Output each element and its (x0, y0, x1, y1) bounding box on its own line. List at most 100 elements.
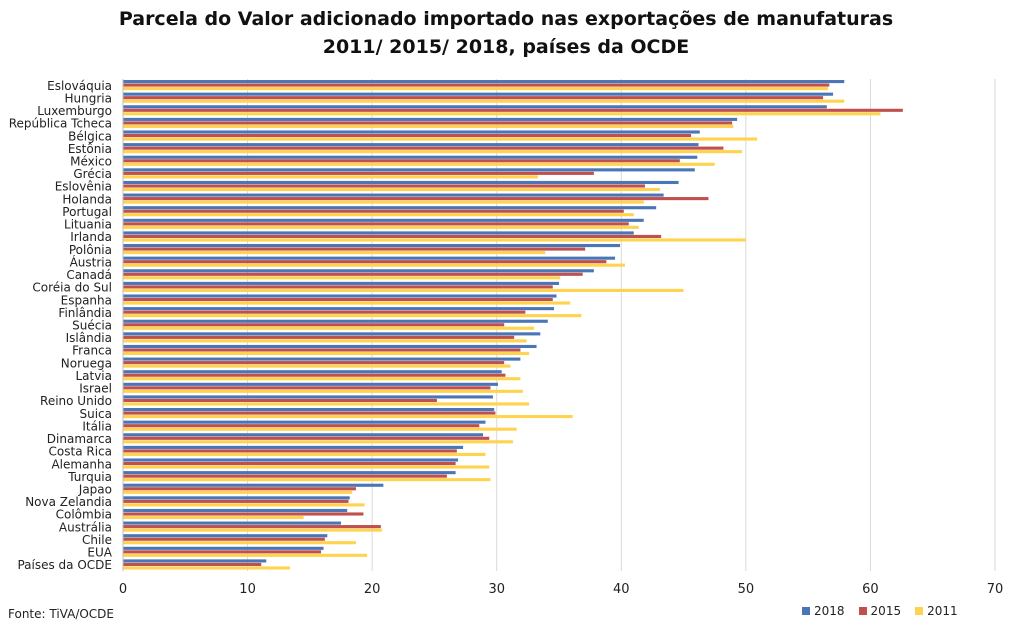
bar-2011 (123, 478, 491, 482)
bar-2018 (123, 180, 679, 185)
bar-2018 (123, 546, 324, 550)
category-label: Portugal (62, 205, 112, 219)
category-label: Nova Zelandia (25, 495, 112, 509)
bar-2011 (123, 503, 365, 507)
legend-item-2011: 2011 (915, 604, 958, 618)
bar-2011 (123, 124, 734, 128)
bar-2011 (123, 528, 383, 532)
bar-2011 (123, 263, 626, 267)
category-label: Israel (79, 382, 112, 396)
bar-2018 (123, 559, 267, 563)
bar-2015 (123, 272, 583, 276)
bar-2015 (123, 499, 349, 503)
category-label: Finlândia (58, 306, 112, 320)
bar-2011 (123, 415, 573, 419)
bar-2015 (123, 260, 607, 264)
bar-2018 (123, 496, 350, 500)
bar-2018 (123, 357, 521, 361)
bar-2015 (123, 83, 830, 87)
bar-2015 (123, 133, 692, 138)
bar-2011 (123, 490, 353, 494)
bar-2011 (123, 389, 523, 393)
bar-2011 (123, 288, 684, 292)
category-label: Bélgica (68, 129, 112, 143)
bar-2011 (123, 452, 486, 456)
bar-2011 (123, 326, 535, 330)
bar-2011 (123, 351, 530, 356)
category-label: Costa Rica (49, 445, 112, 459)
bar-2011 (123, 225, 639, 229)
bar-2015 (123, 159, 680, 163)
legend-label-2011: 2011 (927, 604, 958, 618)
bar-2018 (123, 130, 700, 134)
category-label: Reino Unido (40, 394, 112, 408)
category-label: Canadá (66, 268, 112, 282)
bar-2011 (123, 187, 660, 192)
bar-2018 (123, 281, 559, 285)
bar-2015 (123, 222, 629, 226)
bar-2011 (123, 377, 521, 381)
bar-2011 (123, 553, 368, 557)
bar-2018 (123, 344, 537, 349)
bar-2018 (123, 521, 341, 525)
category-label: Irlanda (70, 230, 112, 244)
legend-item-2015: 2015 (858, 604, 902, 618)
bar-2018 (123, 370, 502, 374)
bar-2011 (123, 364, 511, 368)
category-label: Lituania (64, 218, 112, 232)
legend-label-2015: 2015 (870, 604, 902, 618)
category-label: Itália (82, 419, 112, 433)
bar-2011 (123, 99, 845, 103)
bar-2018 (123, 231, 634, 235)
bar-2018 (123, 294, 557, 298)
bar-2015 (123, 184, 645, 188)
bar-2015 (123, 525, 381, 529)
legend-swatch-2018 (802, 607, 810, 615)
bar-2015 (123, 96, 824, 100)
bar-2018 (123, 433, 484, 437)
bar-2018 (123, 256, 616, 260)
chart-title-line-1: Parcela do Valor adicionado importado na… (118, 8, 894, 30)
bar-2015 (123, 310, 526, 314)
bar-2015 (123, 348, 521, 352)
category-label: Latvia (75, 369, 112, 383)
category-label: Coréia do Sul (32, 281, 112, 295)
category-label: Luxemburgo (37, 104, 112, 118)
bar-2015 (123, 436, 490, 440)
bar-2018 (123, 508, 348, 513)
bar-2015 (123, 424, 480, 428)
category-label: Dinamarca (47, 432, 112, 446)
bar-2015 (123, 361, 505, 365)
bar-2011 (123, 339, 527, 343)
category-label: Eslováquia (47, 79, 112, 93)
bar-2011 (123, 465, 490, 469)
legend-swatch-2015 (858, 607, 867, 615)
category-label: Colômbia (56, 508, 112, 522)
bar-2011 (123, 137, 758, 141)
category-label: Islândia (66, 331, 112, 345)
bar-2018 (123, 244, 621, 248)
category-label: Holanda (62, 192, 112, 206)
category-label: Austrália (59, 520, 112, 534)
bar-2015 (123, 487, 356, 491)
bar-2018 (123, 218, 644, 222)
bar-2018 (123, 382, 498, 386)
bar-2011 (123, 402, 530, 406)
bar-2011 (123, 200, 644, 204)
bar-2011 (123, 515, 304, 520)
bar-2018 (123, 117, 738, 121)
bar-2015 (123, 285, 553, 289)
category-label: Suica (79, 407, 112, 421)
category-label: EUA (87, 546, 112, 560)
bar-2018 (123, 332, 541, 336)
bar-2015 (123, 398, 437, 403)
category-label: Áustria (70, 254, 112, 269)
bar-2018 (123, 206, 657, 210)
bar-2015 (123, 197, 709, 201)
bar-2018 (123, 445, 464, 449)
bar-2015 (123, 474, 447, 478)
bar-2015 (123, 323, 505, 327)
bar-2015 (123, 171, 594, 175)
bar-2018 (123, 269, 594, 273)
